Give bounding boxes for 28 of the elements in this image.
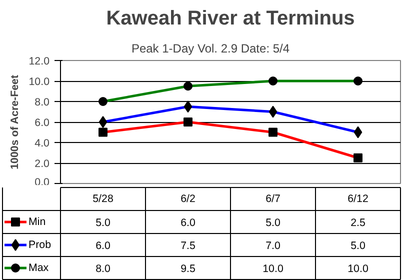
- data-label: 7.5: [180, 240, 196, 252]
- data-label: 6.0: [180, 217, 196, 229]
- legend-label: Min: [28, 216, 46, 228]
- y-tick-label: 8.0: [34, 96, 50, 108]
- y-tick-label: 4.0: [34, 138, 50, 150]
- y-axis-title: 1000s of Acre-Feet: [8, 74, 21, 170]
- x-tick-label: 6/7: [266, 193, 280, 205]
- x-tick-label: 5/28: [92, 193, 114, 205]
- data-label: 5.0: [350, 240, 366, 252]
- x-tick-label: 6/12: [348, 193, 368, 205]
- data-label: 7.0: [266, 240, 280, 252]
- chart-subtitle: Peak 1-Day Vol. 2.9 Date: 5/4: [131, 42, 290, 56]
- data-label: 5.0: [96, 217, 110, 229]
- y-tick-label: 6.0: [34, 117, 50, 129]
- y-tick-label: 2.0: [34, 158, 50, 170]
- y-tick-label: 12.0: [28, 56, 50, 68]
- data-label: 8.0: [96, 263, 110, 275]
- data-label: 10.0: [262, 263, 284, 275]
- data-label: 5.0: [266, 217, 280, 229]
- x-tick-label: 6/2: [180, 193, 196, 205]
- data-label: 6.0: [96, 240, 110, 252]
- data-label: 9.5: [180, 263, 196, 275]
- y-tick-label: 10.0: [28, 76, 50, 88]
- legend-label: Max: [28, 262, 50, 274]
- data-label: 10.0: [348, 263, 368, 275]
- chart-title: Kaweah River at Terminus: [106, 8, 355, 30]
- legend-label: Prob: [28, 239, 52, 251]
- data-label: 2.5: [350, 217, 366, 229]
